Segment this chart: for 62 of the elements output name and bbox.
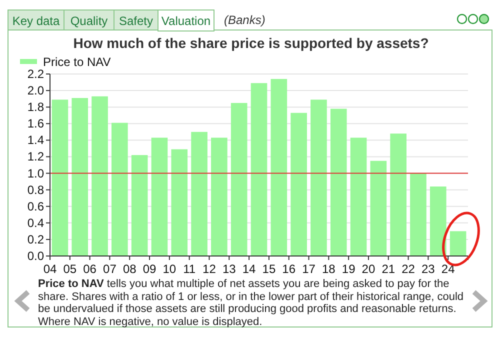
y-tick-label: 1.6 [27,116,44,131]
x-tick-label: 14 [242,262,256,276]
x-tick-label: 09 [142,262,157,276]
bar [131,155,148,256]
text: Safety [118,14,154,28]
x-tick-label: 05 [63,262,77,276]
y-tick-label: 1.4 [27,133,44,148]
bar [211,138,228,256]
chart-title: How much of the share price is supported by assets? [73,35,429,51]
bar [430,186,446,256]
y-tick-label: 1.8 [27,100,44,114]
y-tick-label: 0.0 [27,249,44,263]
x-tick-label: 20 [362,262,376,276]
bar [230,102,248,256]
bar [330,108,347,256]
bar [450,231,466,256]
y-tick-label: 2.0 [27,84,44,98]
bar [310,100,327,256]
text: Key data [12,14,60,28]
x-tick-label: 10 [162,262,176,276]
bar [410,173,426,256]
bar [92,96,108,256]
bar [270,78,288,256]
x-tick-label: 04 [43,262,57,276]
x-tick-label: 15 [262,262,276,276]
bar [290,112,307,256]
x-tick-label: 18 [322,262,336,276]
x-tick-label: 11 [183,262,196,276]
text: (Banks) [224,13,266,27]
text: Valuation [161,14,211,28]
x-tick-label: 22 [402,262,416,276]
x-tick-label: 24 [441,262,456,276]
x-tick-label: 12 [202,262,216,276]
x-tick-label: 13 [222,262,236,276]
bar [250,83,268,256]
bar [370,160,387,256]
x-tick-label: 07 [103,262,117,276]
bar [191,132,208,256]
y-tick-label: 1.0 [27,166,44,180]
bar [390,134,406,256]
text: Quality [70,14,108,28]
x-tick-label: 21 [382,262,396,276]
y-tick-label: 2.2 [27,67,44,81]
x-tick-label: 06 [83,262,97,276]
x-tick-label: 17 [302,262,316,276]
y-tick-label: 0.2 [27,232,44,246]
bar [350,138,367,256]
bar [52,100,68,256]
y-tick-label: 0.6 [27,199,44,214]
bar [171,149,188,256]
x-tick-label: 08 [122,262,137,276]
y-tick-label: 1.2 [27,150,44,164]
text: Price to NAV [38,278,104,290]
legend-label: Price to NAV [43,55,111,69]
x-tick-label: 16 [282,262,296,276]
x-tick-label: 19 [342,262,356,276]
x-tick-label: 23 [422,262,436,276]
bar [112,122,128,256]
y-tick-label: 0.4 [27,216,44,230]
bar [72,98,88,256]
bar [151,138,168,256]
y-tick-label: 0.8 [27,182,44,197]
